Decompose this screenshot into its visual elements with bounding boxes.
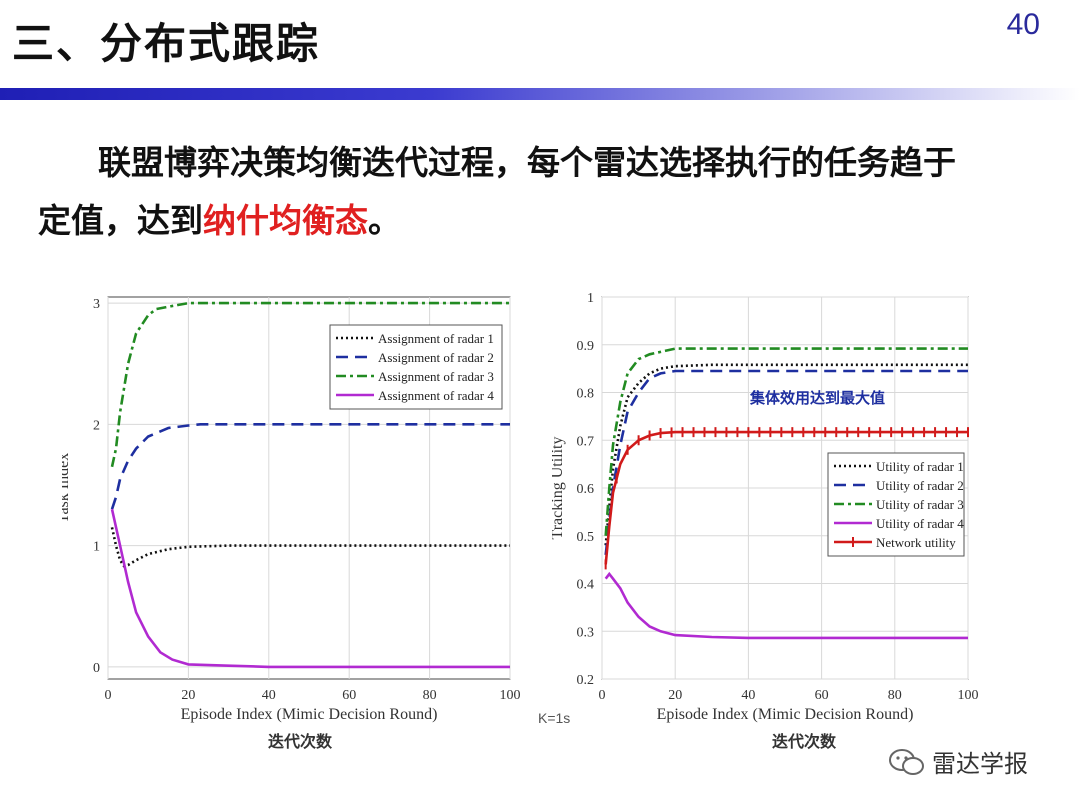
series-line [604,571,968,640]
series-line [604,347,968,536]
chart-annotation: 集体效用达到最大值 [749,389,885,407]
x-tick-label: 60 [815,688,829,703]
y-tick-label: 0.3 [577,625,595,640]
y-tick-label: 1 [93,540,100,555]
y-tick-label: 0.7 [577,434,595,449]
page-number: 40 [1006,8,1040,41]
y-tick-label: 2 [93,418,100,433]
x-tick-label: 80 [423,688,437,703]
series-line [110,301,510,468]
right-chart-caption: 迭代次数 [772,732,837,751]
y-tick-label: 1 [587,291,594,306]
legend-label: Utility of radar 4 [876,516,964,531]
y-tick-label: 3 [93,297,100,312]
body-line-1: 联盟博弈决策均衡迭代过程，每个雷达选择执行的任务趋于 [98,143,956,182]
y-tick-label: 0 [93,661,100,676]
x-tick-label: 0 [105,688,112,703]
series-line [110,508,510,669]
series-line [604,430,968,565]
legend-label: Assignment of radar 2 [378,350,494,365]
legend-label: Network utility [876,535,956,550]
x-tick-label: 60 [342,688,356,703]
wechat-icon [889,748,924,775]
k-label: K=1s [538,710,571,726]
x-tick-label: 0 [599,688,606,703]
x-tick-label: 20 [181,688,195,703]
tracking-utility-chart: 0 20 40 60 80 100 0.2 0.3 0.4 0.5 0.6 0.7 0.8 0.9 1 Epi… [552,291,979,723]
x-tick-label: 40 [262,688,276,703]
legend-label: Utility of radar 1 [876,459,964,474]
legend-label: Assignment of radar 4 [378,388,494,403]
y-tick-label: 0.9 [577,339,595,354]
y-tick-label: 0.5 [577,530,595,545]
watermark: 雷达学报 [888,744,1028,779]
title-underline-bar [0,88,1080,100]
nash-equilibrium-highlight: 纳什均衡态 [203,201,368,240]
x-tick-label: 100 [500,688,521,703]
legend-label: Assignment of radar 1 [378,331,494,346]
legend-label: Utility of radar 2 [876,478,964,493]
y-tick-label: 0.8 [577,387,595,402]
task-index-chart: 0 20 40 60 80 100 0 1 2 3 Episode Index (Mimic Dec… [62,296,521,723]
x-axis-label: Episode Index (Mimic Decision Round) [657,706,914,723]
legend-label: Assignment of radar 3 [378,369,494,384]
x-axis-label: Episode Index (Mimic Decision Round) [181,706,438,723]
y-tick-label: 0.6 [577,482,595,497]
series-line [604,363,968,546]
y-axis-label: Tracking Utility [552,437,566,540]
slide-title: 三、分布式跟踪 [12,19,321,68]
legend-label: Utility of radar 3 [876,497,964,512]
left-chart-caption: 迭代次数 [268,732,333,751]
y-axis-label: Task Index [62,453,72,523]
x-tick-label: 80 [888,688,902,703]
x-tick-label: 20 [668,688,682,703]
x-tick-label: 100 [958,688,979,703]
watermark-text: 雷达学报 [932,750,1028,778]
series-line [110,423,510,510]
series-line [604,369,968,556]
body-paragraph: 联盟博弈决策均衡迭代过程，每个雷达选择执行的任务趋于 定值，达到纳什均衡态。 [38,134,1048,250]
y-tick-label: 0.4 [577,578,595,593]
y-tick-label: 0.2 [577,673,595,688]
body-line-2: 定值，达到纳什均衡态。 [38,201,401,240]
x-tick-label: 40 [741,688,755,703]
